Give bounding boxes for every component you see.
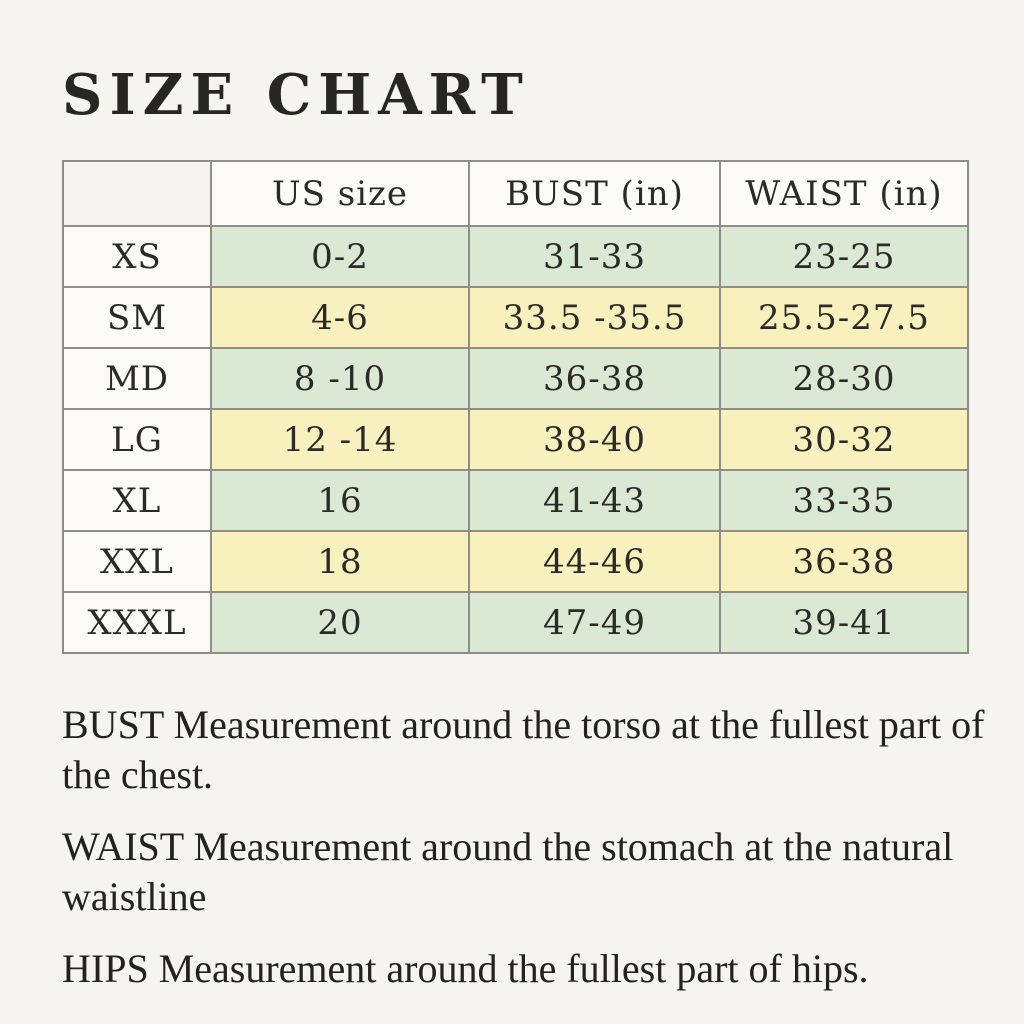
bust-value: 47-49: [468, 591, 721, 654]
column-header-us-size: US size: [210, 160, 470, 227]
table-row-xs: XS 0-2 31-33 23-25: [62, 225, 969, 288]
size-label: XS: [62, 225, 212, 288]
table-row-xxxl: XXXL 20 47-49 39-41: [62, 591, 969, 654]
table-row-md: MD 8 -10 36-38 28-30: [62, 347, 969, 410]
corner-cell: [62, 160, 212, 227]
size-label: XXXL: [62, 591, 212, 654]
size-chart-table: US size BUST (in) WAIST (in) XS 0-2 31-3…: [62, 160, 969, 654]
us-size-value: 12 -14: [210, 408, 470, 471]
note-waist: WAIST Measurement around the stomach at …: [62, 824, 954, 919]
table-row-xxl: XXL 18 44-46 36-38: [62, 530, 969, 593]
bust-value: 44-46: [468, 530, 721, 593]
bust-value: 38-40: [468, 408, 721, 471]
bust-value: 33.5 -35.5: [468, 286, 721, 349]
size-label: SM: [62, 286, 212, 349]
waist-value: 36-38: [719, 530, 969, 593]
size-label: XL: [62, 469, 212, 532]
measurement-notes: BUST Measurement around the torso at the…: [62, 700, 1000, 994]
us-size-value: 8 -10: [210, 347, 470, 410]
bust-value: 41-43: [468, 469, 721, 532]
page-title: SIZE CHART: [62, 62, 530, 128]
us-size-value: 4-6: [210, 286, 470, 349]
us-size-value: 18: [210, 530, 470, 593]
us-size-value: 16: [210, 469, 470, 532]
waist-value: 33-35: [719, 469, 969, 532]
note-hips: HIPS Measurement around the fullest part…: [62, 946, 869, 991]
table-row-sm: SM 4-6 33.5 -35.5 25.5-27.5: [62, 286, 969, 349]
table-row-lg: LG 12 -14 38-40 30-32: [62, 408, 969, 471]
table-row-xl: XL 16 41-43 33-35: [62, 469, 969, 532]
header-row: US size BUST (in) WAIST (in): [62, 160, 969, 227]
bust-value: 31-33: [468, 225, 721, 288]
column-header-bust: BUST (in): [468, 160, 721, 227]
waist-value: 28-30: [719, 347, 969, 410]
waist-value: 23-25: [719, 225, 969, 288]
us-size-value: 0-2: [210, 225, 470, 288]
waist-value: 25.5-27.5: [719, 286, 969, 349]
column-header-waist: WAIST (in): [719, 160, 969, 227]
size-label: MD: [62, 347, 212, 410]
bust-value: 36-38: [468, 347, 721, 410]
waist-value: 30-32: [719, 408, 969, 471]
us-size-value: 20: [210, 591, 470, 654]
size-label: XXL: [62, 530, 212, 593]
waist-value: 39-41: [719, 591, 969, 654]
note-bust: BUST Measurement around the torso at the…: [62, 702, 985, 797]
size-label: LG: [62, 408, 212, 471]
